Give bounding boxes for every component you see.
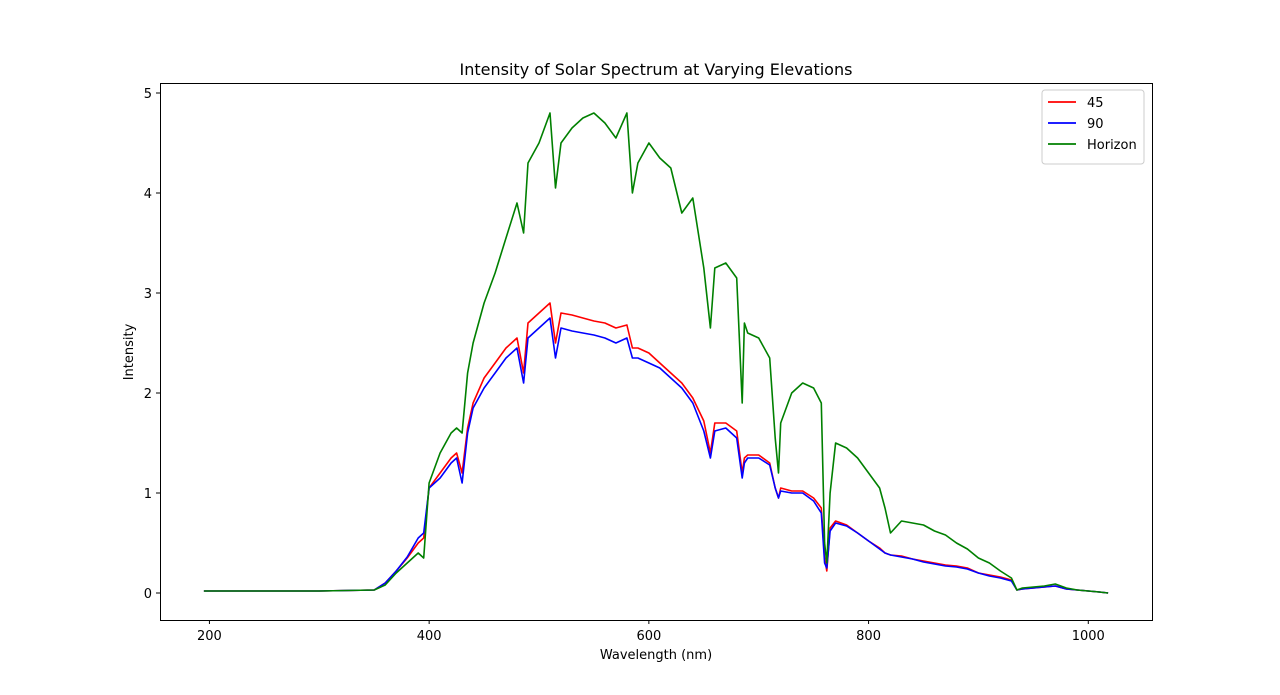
y-axis-label: Intensity bbox=[122, 323, 137, 380]
plot-area bbox=[203, 112, 1109, 594]
y-tick-label: 0 bbox=[144, 587, 152, 602]
chart-title: Intensity of Solar Spectrum at Varying E… bbox=[460, 60, 853, 79]
x-tick-label: 600 bbox=[636, 629, 661, 644]
y-tick-label: 2 bbox=[144, 387, 152, 402]
x-tick-label: 200 bbox=[197, 629, 222, 644]
y-tick-label: 3 bbox=[144, 287, 152, 302]
series-line-0 bbox=[203, 302, 1109, 594]
legend-label: 45 bbox=[1087, 96, 1104, 111]
x-axis: 200 400 600 800 1000 bbox=[197, 620, 1105, 644]
series-line-2 bbox=[203, 112, 1109, 594]
x-axis-label: Wavelength (nm) bbox=[600, 648, 712, 663]
x-tick-label: 400 bbox=[417, 629, 442, 644]
series-line-1 bbox=[203, 317, 1109, 594]
y-tick-label: 1 bbox=[144, 487, 152, 502]
x-tick-label: 800 bbox=[856, 629, 881, 644]
y-axis: 0 1 2 3 4 5 bbox=[144, 87, 160, 602]
y-tick-label: 5 bbox=[144, 87, 152, 102]
plot-frame bbox=[160, 83, 1153, 621]
legend-box bbox=[1041, 89, 1145, 165]
legend: 45 90 Horizon bbox=[1041, 89, 1145, 165]
x-tick-label: 1000 bbox=[1072, 629, 1105, 644]
y-tick-label: 4 bbox=[144, 187, 152, 202]
legend-label: 90 bbox=[1087, 117, 1104, 132]
legend-label: Horizon bbox=[1087, 138, 1137, 153]
